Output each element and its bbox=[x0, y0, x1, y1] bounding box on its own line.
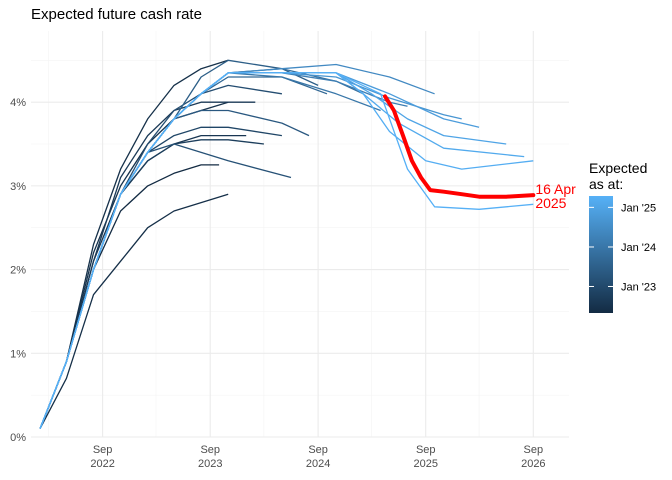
major-gridlines bbox=[31, 31, 569, 438]
x-tick-label: 2024 bbox=[306, 458, 330, 470]
series-line bbox=[39, 143, 292, 429]
series-line bbox=[39, 134, 247, 429]
y-axis-ticks: 0% 1% 2% 3% 4% bbox=[10, 97, 26, 444]
series-line bbox=[39, 72, 534, 429]
series-line bbox=[39, 72, 480, 429]
y-tick-label: 3% bbox=[10, 181, 26, 193]
series-line bbox=[39, 84, 283, 429]
legend-title-line-2: as at: bbox=[589, 176, 623, 192]
chart-title: Expected future cash rate bbox=[31, 6, 202, 23]
x-tick-label: 2025 bbox=[413, 458, 437, 470]
x-tick-label: Sep bbox=[200, 444, 220, 456]
legend-colorbar bbox=[589, 196, 613, 313]
series-line bbox=[39, 72, 525, 429]
series-line bbox=[39, 59, 319, 429]
series-line bbox=[39, 193, 229, 429]
series-line bbox=[39, 68, 364, 429]
series-line bbox=[39, 101, 256, 429]
x-tick-label: 2026 bbox=[521, 458, 545, 470]
legend-title-line-1: Expected bbox=[589, 160, 647, 176]
x-tick-label: 2023 bbox=[198, 458, 222, 470]
x-tick-label: Sep bbox=[308, 444, 328, 456]
legend-breaks: Jan '23 Jan '24 Jan '25 bbox=[589, 202, 656, 293]
x-tick-label: 2022 bbox=[90, 458, 114, 470]
y-tick-label: 2% bbox=[10, 265, 26, 277]
series-line bbox=[39, 72, 507, 429]
y-tick-label: 4% bbox=[10, 97, 26, 109]
y-tick-label: 0% bbox=[10, 432, 26, 444]
x-tick-label: Sep bbox=[524, 444, 544, 456]
series-line bbox=[39, 126, 282, 429]
highlight-label: 2025 bbox=[535, 195, 566, 211]
legend-break-label: Jan '25 bbox=[621, 202, 656, 214]
legend-break-label: Jan '23 bbox=[621, 281, 656, 293]
color-legend: Expected as at: Jan '23 Jan '24 Jan '25 bbox=[589, 160, 656, 313]
highlight-line bbox=[383, 94, 536, 199]
series-line bbox=[39, 76, 328, 429]
minor-gridlines bbox=[31, 31, 569, 437]
series-line bbox=[39, 72, 408, 429]
series-line bbox=[39, 101, 229, 429]
expectation-series bbox=[39, 59, 534, 429]
x-axis-ticks: Sep 2022 Sep 2023 Sep 2024 Sep 2025 Sep 2026 bbox=[90, 444, 545, 470]
x-tick-label: Sep bbox=[416, 444, 436, 456]
y-tick-label: 1% bbox=[10, 348, 26, 360]
series-line bbox=[39, 72, 534, 429]
series-line bbox=[39, 164, 220, 429]
x-tick-label: Sep bbox=[93, 444, 113, 456]
legend-break-label: Jan '24 bbox=[621, 242, 656, 254]
highlight-label: 16 Apr bbox=[535, 181, 576, 197]
